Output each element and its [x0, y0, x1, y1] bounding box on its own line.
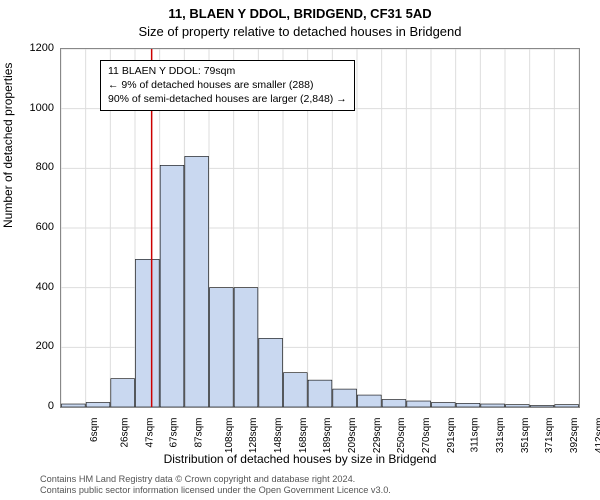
x-tick-label: 47sqm: [144, 418, 155, 448]
bar: [209, 288, 233, 407]
footer-line1: Contains HM Land Registry data © Crown c…: [40, 474, 391, 485]
title-line1: 11, BLAEN Y DDOL, BRIDGEND, CF31 5AD: [0, 6, 600, 21]
bar: [308, 380, 332, 407]
bar: [555, 405, 579, 407]
x-tick-label: 331sqm: [495, 418, 506, 454]
x-tick-label: 67sqm: [169, 418, 180, 448]
chart-container: 11, BLAEN Y DDOL, BRIDGEND, CF31 5AD Siz…: [0, 0, 600, 500]
x-axis-label: Distribution of detached houses by size …: [0, 452, 600, 466]
y-tick-label: 200: [14, 340, 54, 352]
x-tick-label: 229sqm: [372, 418, 383, 454]
x-tick-label: 87sqm: [194, 418, 205, 448]
x-tick-label: 270sqm: [421, 418, 432, 454]
x-tick-label: 168sqm: [298, 418, 309, 454]
annotation-line3: 90% of semi-detached houses are larger (…: [108, 92, 347, 106]
y-axis-label: Number of detached properties: [1, 63, 15, 228]
bar: [61, 404, 85, 407]
x-tick-label: 291sqm: [446, 418, 457, 454]
bars: [61, 156, 578, 407]
x-tick-label: 351sqm: [520, 418, 531, 454]
x-tick-label: 26sqm: [120, 418, 131, 448]
footer-line2: Contains public sector information licen…: [40, 485, 391, 496]
bar: [259, 338, 283, 407]
bar: [160, 165, 184, 407]
y-tick-label: 600: [14, 221, 54, 233]
bar: [333, 389, 357, 407]
x-tick-label: 128sqm: [248, 418, 259, 454]
bar: [185, 156, 209, 407]
bar: [407, 401, 431, 407]
y-tick-label: 800: [14, 161, 54, 173]
bar: [234, 288, 258, 407]
footer: Contains HM Land Registry data © Crown c…: [40, 474, 391, 496]
x-tick-label: 250sqm: [396, 418, 407, 454]
bar: [481, 404, 505, 407]
annotation-line1: 11 BLAEN Y DDOL: 79sqm: [108, 64, 347, 78]
title-line2: Size of property relative to detached ho…: [0, 24, 600, 39]
x-tick-label: 412sqm: [594, 418, 600, 454]
bar: [382, 400, 406, 407]
x-tick-label: 371sqm: [544, 418, 555, 454]
bar: [505, 405, 529, 407]
x-tick-label: 209sqm: [347, 418, 358, 454]
bar: [431, 403, 455, 407]
annotation-box: 11 BLAEN Y DDOL: 79sqm ← 9% of detached …: [100, 60, 355, 111]
x-tick-label: 189sqm: [322, 418, 333, 454]
x-tick-label: 6sqm: [89, 418, 100, 442]
bar: [357, 395, 381, 407]
y-tick-label: 400: [14, 281, 54, 293]
bar: [111, 379, 135, 407]
x-tick-label: 392sqm: [569, 418, 580, 454]
bar: [456, 403, 480, 407]
bar: [530, 406, 554, 407]
bar: [135, 259, 159, 407]
bar: [283, 373, 307, 407]
y-tick-label: 0: [14, 400, 54, 412]
x-tick-label: 311sqm: [470, 418, 481, 453]
y-tick-label: 1200: [14, 42, 54, 54]
x-tick-label: 108sqm: [224, 418, 235, 454]
annotation-line2: ← 9% of detached houses are smaller (288…: [108, 78, 347, 92]
y-tick-label: 1000: [14, 102, 54, 114]
x-tick-label: 148sqm: [273, 418, 284, 454]
bar: [86, 403, 110, 407]
